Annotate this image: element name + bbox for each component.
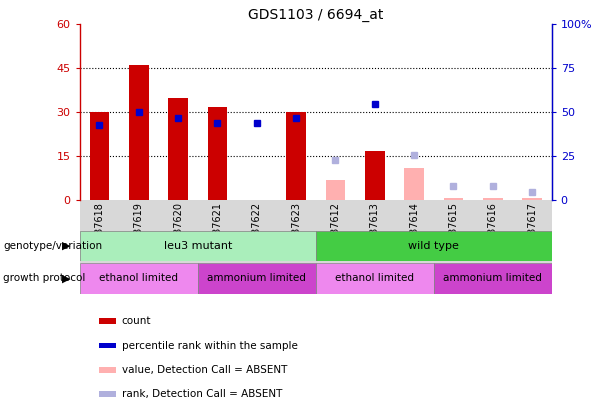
Bar	[365, 151, 384, 200]
Bar	[404, 168, 424, 200]
Title: GDS1103 / 6694_at: GDS1103 / 6694_at	[248, 8, 383, 22]
Bar	[129, 66, 148, 200]
Text: ▶: ▶	[62, 273, 70, 283]
Text: ammonium limited: ammonium limited	[207, 273, 306, 283]
Bar	[99, 343, 116, 348]
Bar	[444, 198, 463, 200]
Text: wild type: wild type	[408, 241, 459, 251]
Bar	[89, 112, 109, 200]
Text: genotype/variation: genotype/variation	[3, 241, 102, 251]
Bar	[316, 231, 552, 261]
Text: ethanol limited: ethanol limited	[335, 273, 414, 283]
Bar	[99, 367, 116, 373]
Bar	[316, 263, 434, 294]
Text: growth protocol: growth protocol	[3, 273, 85, 283]
Bar	[208, 107, 227, 200]
Bar	[80, 231, 316, 261]
Bar	[80, 263, 197, 294]
Text: value, Detection Call = ABSENT: value, Detection Call = ABSENT	[122, 365, 287, 375]
Text: ▶: ▶	[62, 241, 70, 251]
Text: rank, Detection Call = ABSENT: rank, Detection Call = ABSENT	[122, 389, 282, 399]
Bar	[522, 198, 542, 200]
Bar	[168, 98, 188, 200]
Text: count: count	[122, 316, 151, 326]
Text: ethanol limited: ethanol limited	[99, 273, 178, 283]
Bar	[326, 180, 345, 200]
Bar	[286, 112, 306, 200]
Bar	[434, 263, 552, 294]
Text: ammonium limited: ammonium limited	[443, 273, 542, 283]
Bar	[483, 198, 503, 200]
Text: leu3 mutant: leu3 mutant	[164, 241, 232, 251]
Text: percentile rank within the sample: percentile rank within the sample	[122, 341, 297, 351]
Bar	[99, 391, 116, 397]
Bar	[99, 318, 116, 324]
Bar	[197, 263, 316, 294]
